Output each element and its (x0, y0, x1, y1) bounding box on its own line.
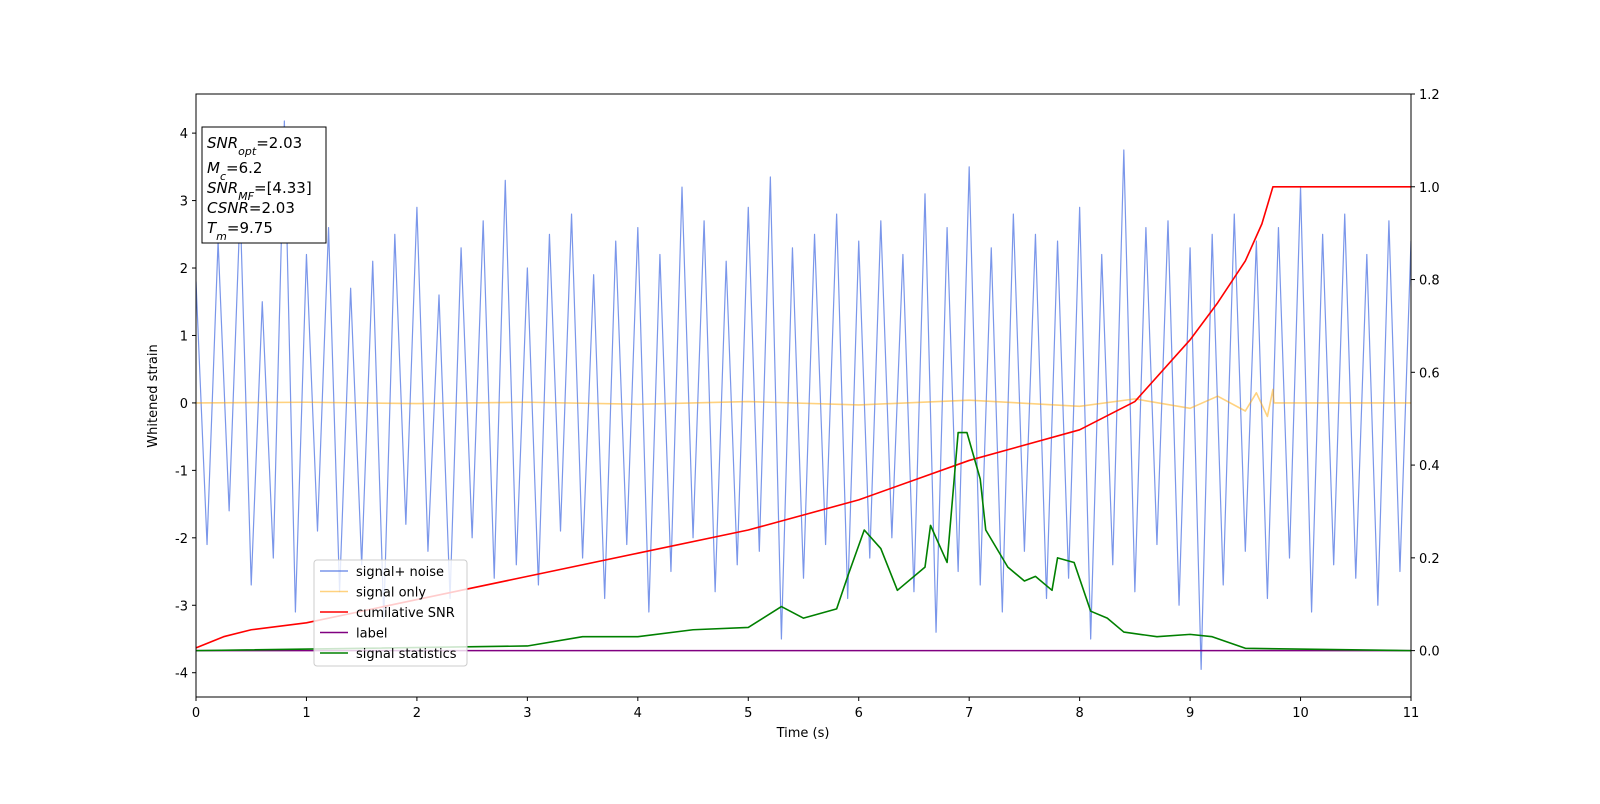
x-tick-label: 3 (523, 706, 531, 721)
series-line (196, 185, 1411, 649)
y2-tick-label: 0.6 (1419, 366, 1440, 381)
x-tick-label: 6 (855, 706, 863, 721)
y2-tick-label: 1.0 (1419, 181, 1440, 196)
annotation-text: =9.75 (227, 219, 273, 237)
y-tick-label: -2 (175, 532, 188, 547)
x-tick-label: 5 (744, 706, 752, 721)
x-axis-label: Time (s) (776, 726, 830, 741)
y-tick-label: 0 (180, 397, 188, 412)
annotation-sub: m (216, 230, 227, 243)
annotation-var: SNR (207, 179, 238, 197)
y-axis-label: Whitened strain (146, 344, 161, 447)
annotation-var: M (207, 159, 220, 177)
legend-label: label (356, 627, 387, 642)
legend-label: signal+ noise (356, 565, 444, 580)
legend-label: cumilative SNR (356, 606, 455, 621)
annotation-line: SNRMF=[4.33] (207, 179, 312, 203)
x-tick-label: 9 (1186, 706, 1194, 721)
y2-tick-label: 1.2 (1419, 88, 1440, 103)
annotation-sub: c (220, 170, 226, 183)
annotation-var: CSNR (207, 199, 249, 217)
legend-label: signal statistics (356, 647, 457, 662)
y-tick-label: 1 (180, 329, 188, 344)
plot-frame (195, 93, 1412, 698)
y2-tick-label: 0.8 (1419, 274, 1440, 289)
y-tick-label: -3 (175, 599, 188, 614)
annotation-sub: MF (238, 190, 254, 203)
x-tick-label: 10 (1292, 706, 1309, 721)
y-tick-label: -1 (175, 464, 188, 479)
y2-tick-label: 0.4 (1419, 459, 1440, 474)
x-tick-label: 11 (1403, 706, 1420, 721)
annotation-line: SNRopt=2.03 (207, 134, 302, 158)
series-line (196, 388, 1411, 418)
annotation-sub: opt (238, 145, 257, 158)
y-tick-label: -4 (175, 667, 188, 682)
y-tick-label: 4 (180, 127, 188, 142)
y2-tick-label: 0.2 (1419, 552, 1440, 567)
x-tick-label: 1 (302, 706, 310, 721)
x-tick-label: 7 (965, 706, 973, 721)
series-line (196, 120, 1411, 670)
annotation-var: T (207, 219, 218, 237)
x-tick-label: 8 (1075, 706, 1083, 721)
annotation-var: SNR (207, 134, 238, 152)
x-tick-label: 4 (634, 706, 642, 721)
x-tick-label: 0 (192, 706, 200, 721)
annotation-box (201, 126, 327, 244)
series-line (196, 431, 1411, 652)
annotation-line: Tm=9.75 (207, 219, 273, 243)
annotation-text: =[4.33] (254, 179, 312, 197)
annotation-line: Mc=6.2 (207, 159, 262, 183)
y-tick-label: 3 (180, 195, 188, 210)
annotation-text: =6.2 (226, 159, 262, 177)
y-tick-label: 2 (180, 262, 188, 277)
annotation-line: CSNR=2.03 (207, 199, 295, 217)
y2-tick-label: 0.0 (1419, 645, 1440, 660)
annotation-text: =2.03 (249, 199, 295, 217)
legend-box (313, 559, 468, 667)
annotation-text: =2.03 (256, 134, 302, 152)
legend-label: signal only (356, 586, 426, 601)
x-tick-label: 2 (413, 706, 421, 721)
